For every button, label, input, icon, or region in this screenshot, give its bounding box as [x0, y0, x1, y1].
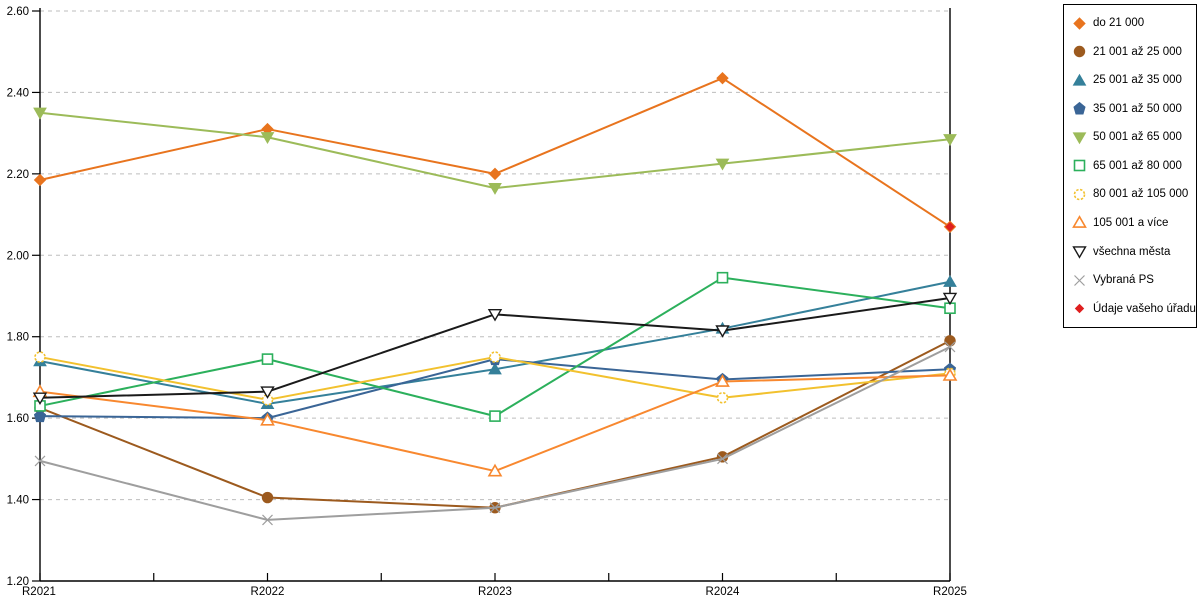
legend-item-label: 50 001 až 65 000 — [1093, 131, 1182, 144]
legend-item-label: 35 001 až 50 000 — [1093, 102, 1182, 115]
series-marker — [715, 325, 730, 338]
series-marker — [716, 71, 729, 85]
legend-item[interactable]: všechna města — [1072, 244, 1196, 259]
series-marker — [1073, 102, 1086, 115]
series-marker — [716, 271, 729, 284]
y-tick-label: 1.20 — [7, 576, 29, 588]
legend-item-label: všechna města — [1093, 245, 1171, 258]
series-marker — [1073, 46, 1086, 58]
series-marker — [261, 491, 274, 504]
series-marker — [33, 107, 47, 120]
series-marker — [260, 412, 275, 426]
series-marker — [260, 132, 275, 145]
series-marker — [488, 183, 502, 195]
diamond-small-legend-icon — [1074, 303, 1085, 314]
triangle-down-open-legend-icon — [1072, 246, 1087, 259]
series-marker — [716, 391, 729, 404]
x-tick-label: R2024 — [706, 586, 740, 598]
series-line — [39, 276, 951, 418]
legend-item[interactable]: 50 001 až 65 000 — [1072, 130, 1196, 145]
y-tick-label: 2.20 — [7, 169, 29, 181]
series-marker — [715, 158, 730, 171]
legend-item[interactable]: 65 001 až 80 000 — [1072, 158, 1196, 173]
legend-item-label: 105 001 a více — [1093, 216, 1169, 229]
series-marker — [489, 502, 501, 514]
series-marker — [32, 392, 48, 405]
legend-item[interactable]: Vybraná PS — [1072, 273, 1196, 288]
series-marker — [33, 173, 47, 187]
series-marker — [34, 455, 46, 467]
series-marker — [1072, 132, 1087, 145]
y-tick-label: 1.40 — [7, 495, 29, 507]
series-marker — [943, 274, 957, 287]
legend: do 21 000 21 001 až 25 000 25 001 až 35 00… — [1063, 4, 1197, 328]
series-marker — [717, 453, 728, 465]
x-tick-label: R2023 — [478, 586, 512, 598]
legend-item-label: Údaje vašeho úřadu — [1093, 302, 1196, 315]
legend-item[interactable]: 80 001 až 105 000 — [1072, 187, 1196, 202]
series-marker — [1073, 160, 1086, 172]
legend-item-label: 25 001 až 35 000 — [1093, 74, 1182, 87]
series-marker — [1072, 73, 1087, 86]
y-tick-label: 1.60 — [7, 413, 29, 425]
series-marker — [942, 367, 958, 381]
series-marker — [261, 353, 274, 365]
series-line — [39, 77, 951, 228]
series-marker — [944, 335, 956, 347]
y-tick-label: 2.00 — [7, 250, 29, 262]
series-marker — [487, 463, 503, 477]
pentagon-legend-icon — [1073, 102, 1086, 115]
y-tick-label: 2.60 — [7, 6, 29, 18]
series-marker — [1074, 303, 1085, 314]
circle-legend-icon — [1073, 46, 1086, 58]
series-marker — [715, 374, 730, 387]
triangle-down-legend-icon — [1072, 132, 1087, 145]
triangle-open-legend-icon — [1072, 215, 1087, 229]
legend-item-label: 21 001 až 25 000 — [1093, 45, 1182, 58]
series-marker — [261, 394, 274, 406]
legend-item[interactable]: 21 001 až 25 000 — [1072, 44, 1196, 59]
x-legend-icon — [1074, 274, 1085, 286]
y-tick-label: 1.80 — [7, 332, 29, 344]
y-tick-label: 2.40 — [7, 87, 29, 99]
series-marker — [489, 410, 501, 422]
square-open-legend-icon — [1073, 160, 1086, 172]
legend-item-label: Vybraná PS — [1093, 274, 1154, 287]
series-marker — [1073, 188, 1086, 201]
series-marker — [487, 309, 503, 322]
legend-item-label: 80 001 až 105 000 — [1093, 188, 1189, 201]
series-marker — [262, 514, 273, 526]
x-tick-label: R2022 — [251, 586, 285, 598]
legend-item[interactable]: Údaje vašeho úřadu — [1072, 301, 1196, 316]
x-tick-label: R2025 — [933, 586, 967, 598]
series-marker — [1072, 215, 1087, 229]
legend-item[interactable]: do 21 000 — [1072, 16, 1196, 31]
series-marker — [488, 167, 502, 181]
legend-item-label: 65 001 až 80 000 — [1093, 159, 1182, 172]
series-marker — [945, 222, 955, 232]
circle-open-dashed-legend-icon — [1073, 188, 1086, 201]
diamond-legend-icon — [1073, 17, 1086, 30]
series-marker — [33, 409, 47, 423]
series-line — [39, 374, 951, 473]
triangle-up-legend-icon — [1072, 73, 1087, 86]
series-marker — [944, 341, 956, 353]
series-marker — [943, 134, 957, 147]
legend-item[interactable]: 105 001 a více — [1072, 215, 1196, 230]
series-marker — [942, 292, 958, 306]
series-marker — [260, 386, 275, 399]
x-tick-label: R2021 — [22, 586, 56, 598]
series-marker — [34, 351, 46, 363]
legend-item[interactable]: 35 001 až 50 000 — [1072, 101, 1196, 116]
series-marker — [488, 362, 502, 375]
series-marker — [489, 351, 501, 363]
series-marker — [1072, 246, 1087, 259]
series-marker — [1073, 17, 1086, 30]
series-marker — [1074, 274, 1085, 286]
legend-item-label: do 21 000 — [1093, 17, 1145, 30]
legend-item[interactable]: 25 001 až 35 000 — [1072, 73, 1196, 88]
series-line — [39, 280, 951, 405]
